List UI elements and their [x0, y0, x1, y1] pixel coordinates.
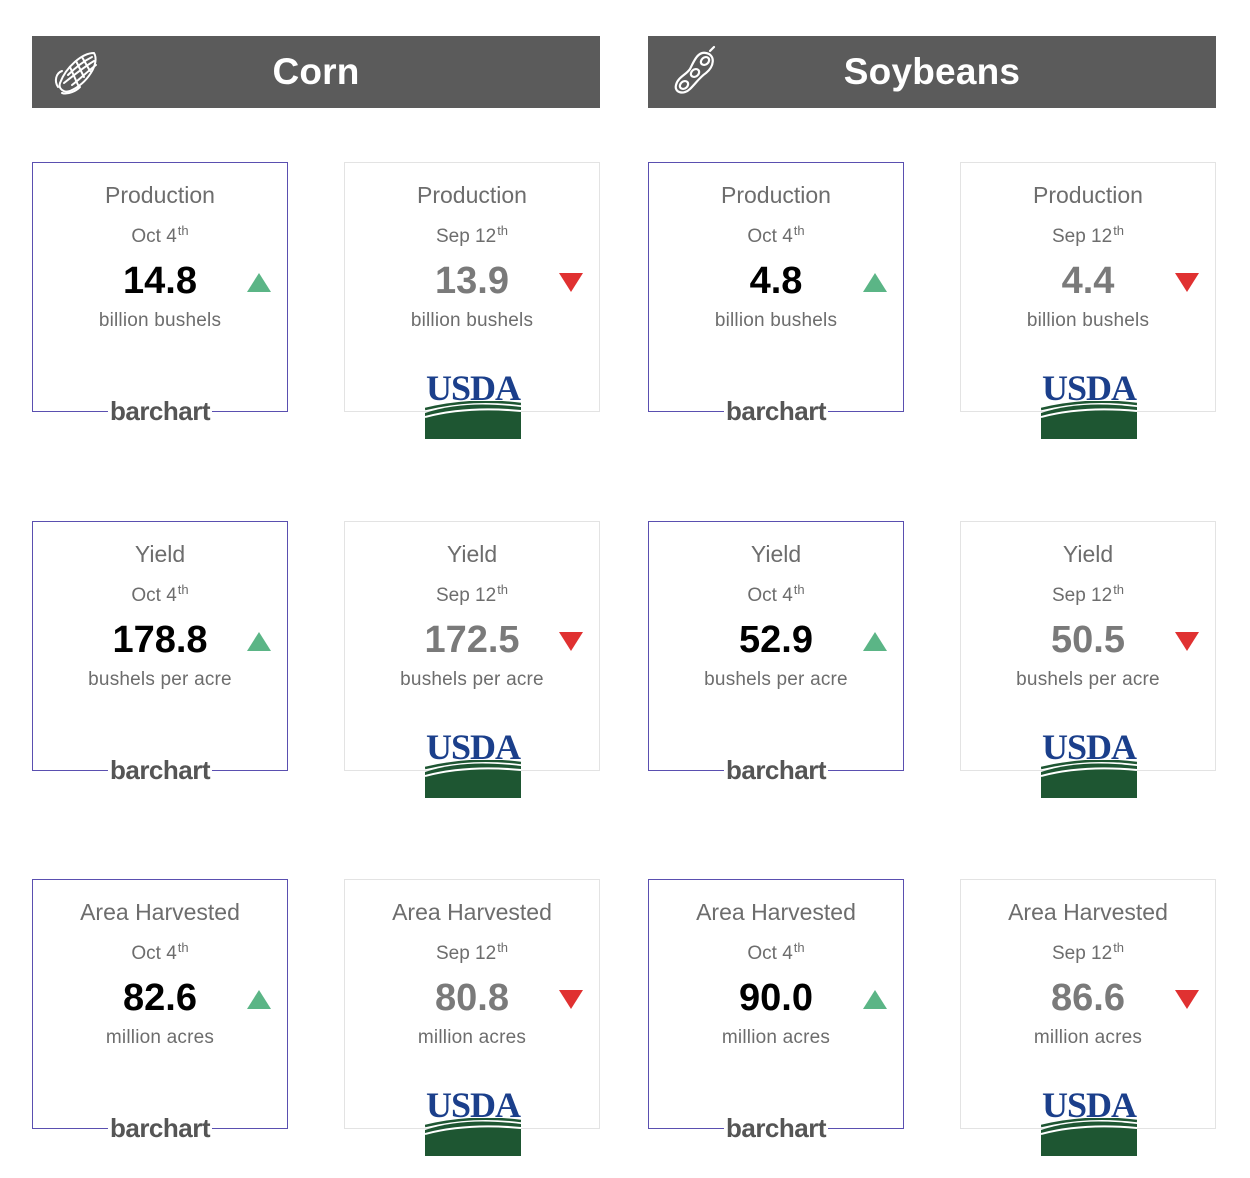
card-date: Sep 12th — [435, 940, 509, 964]
card-date: Oct 4th — [131, 223, 189, 247]
barchart-estimate-card: Production Oct 4th 4.8 billion bushels b… — [648, 162, 904, 425]
corn-header: Corn — [32, 36, 600, 108]
card-label: Yield — [750, 541, 802, 567]
card-unit: bushels per acre — [1016, 669, 1160, 690]
trend-down-icon — [559, 273, 583, 292]
soybean-icon — [666, 45, 720, 99]
usda-estimate-card: Yield Sep 12th 50.5 bushels per acre USD… — [960, 521, 1216, 798]
usda-estimate-card: Production Sep 12th 4.4 billion bushels … — [960, 162, 1216, 439]
trend-down-icon — [1175, 990, 1199, 1009]
card-value: 82.6 — [123, 977, 197, 1019]
card-date: Oct 4th — [747, 940, 805, 964]
card-value: 178.8 — [112, 619, 208, 661]
barchart-estimate-card: Area Harvested Oct 4th 90.0 million acre… — [648, 879, 904, 1142]
card-value: 14.8 — [123, 260, 197, 302]
card-value: 80.8 — [435, 977, 509, 1019]
trend-up-icon — [863, 632, 887, 651]
card-date: Oct 4th — [747, 582, 805, 606]
card-value: 52.9 — [739, 619, 813, 661]
card-value: 4.4 — [1061, 260, 1115, 302]
card-label: Area Harvested — [696, 899, 856, 925]
card-label: Production — [417, 182, 527, 208]
usda-logo: USDA — [425, 370, 521, 439]
usda-estimate-card: Area Harvested Sep 12th 86.6 million acr… — [960, 879, 1216, 1156]
card-label: Yield — [134, 541, 186, 567]
card-value: 50.5 — [1051, 619, 1125, 661]
card-label: Yield — [1062, 541, 1114, 567]
card-unit: bushels per acre — [400, 669, 544, 690]
usda-logo: USDA — [425, 1087, 521, 1156]
card-label: Production — [1033, 182, 1143, 208]
card-unit: billion bushels — [714, 310, 838, 331]
card-label: Production — [721, 182, 831, 208]
card-date: Sep 12th — [1051, 223, 1125, 247]
barchart-estimate-card: Production Oct 4th 14.8 billion bushels … — [32, 162, 288, 425]
card-label: Area Harvested — [1008, 899, 1168, 925]
card-label: Area Harvested — [392, 899, 552, 925]
trend-up-icon — [863, 273, 887, 292]
barchart-logo: barchart — [107, 1113, 213, 1143]
trend-up-icon — [863, 990, 887, 1009]
trend-down-icon — [559, 990, 583, 1009]
card-date: Sep 12th — [1051, 582, 1125, 606]
barchart-estimate-card: Yield Oct 4th 178.8 bushels per acre bar… — [32, 521, 288, 784]
barchart-logo: barchart — [723, 396, 829, 426]
card-label: Production — [105, 182, 215, 208]
card-unit: billion bushels — [1026, 310, 1150, 331]
usda-logo: USDA — [425, 729, 521, 798]
usda-estimate-card: Production Sep 12th 13.9 billion bushels… — [344, 162, 600, 439]
usda-estimate-card: Yield Sep 12th 172.5 bushels per acre US… — [344, 521, 600, 798]
card-label: Yield — [446, 541, 498, 567]
trend-down-icon — [1175, 632, 1199, 651]
card-value: 172.5 — [424, 619, 520, 661]
card-value: 13.9 — [435, 260, 509, 302]
card-value: 90.0 — [739, 977, 813, 1019]
card-value: 4.8 — [749, 260, 803, 302]
barchart-logo: barchart — [107, 755, 213, 785]
card-date: Sep 12th — [1051, 940, 1125, 964]
trend-up-icon — [247, 273, 271, 292]
barchart-logo: barchart — [723, 755, 829, 785]
card-date: Sep 12th — [435, 223, 509, 247]
usda-estimate-card: Area Harvested Sep 12th 80.8 million acr… — [344, 879, 600, 1156]
barchart-logo: barchart — [723, 1113, 829, 1143]
barchart-estimate-card: Area Harvested Oct 4th 82.6 million acre… — [32, 879, 288, 1142]
corn-icon — [50, 45, 104, 99]
card-unit: billion bushels — [410, 310, 534, 331]
card-label: Area Harvested — [80, 899, 240, 925]
card-unit: million acres — [1033, 1027, 1143, 1048]
card-unit: million acres — [105, 1027, 215, 1048]
card-unit: million acres — [417, 1027, 527, 1048]
card-value: 86.6 — [1051, 977, 1125, 1019]
card-unit: bushels per acre — [704, 669, 848, 690]
trend-down-icon — [1175, 273, 1199, 292]
card-date: Oct 4th — [131, 940, 189, 964]
card-date: Sep 12th — [435, 582, 509, 606]
usda-logo: USDA — [1041, 729, 1137, 798]
trend-up-icon — [247, 990, 271, 1009]
trend-down-icon — [559, 632, 583, 651]
barchart-logo: barchart — [107, 396, 213, 426]
card-unit: billion bushels — [98, 310, 222, 331]
card-date: Oct 4th — [131, 582, 189, 606]
usda-logo: USDA — [1041, 370, 1137, 439]
card-date: Oct 4th — [747, 223, 805, 247]
panel-title: Corn — [272, 51, 360, 92]
panel-title: Soybeans — [843, 51, 1021, 92]
card-unit: bushels per acre — [88, 669, 232, 690]
trend-up-icon — [247, 632, 271, 651]
usda-logo: USDA — [1041, 1087, 1137, 1156]
card-unit: million acres — [721, 1027, 831, 1048]
soybeans-header: Soybeans — [648, 36, 1216, 108]
barchart-estimate-card: Yield Oct 4th 52.9 bushels per acre barc… — [648, 521, 904, 784]
